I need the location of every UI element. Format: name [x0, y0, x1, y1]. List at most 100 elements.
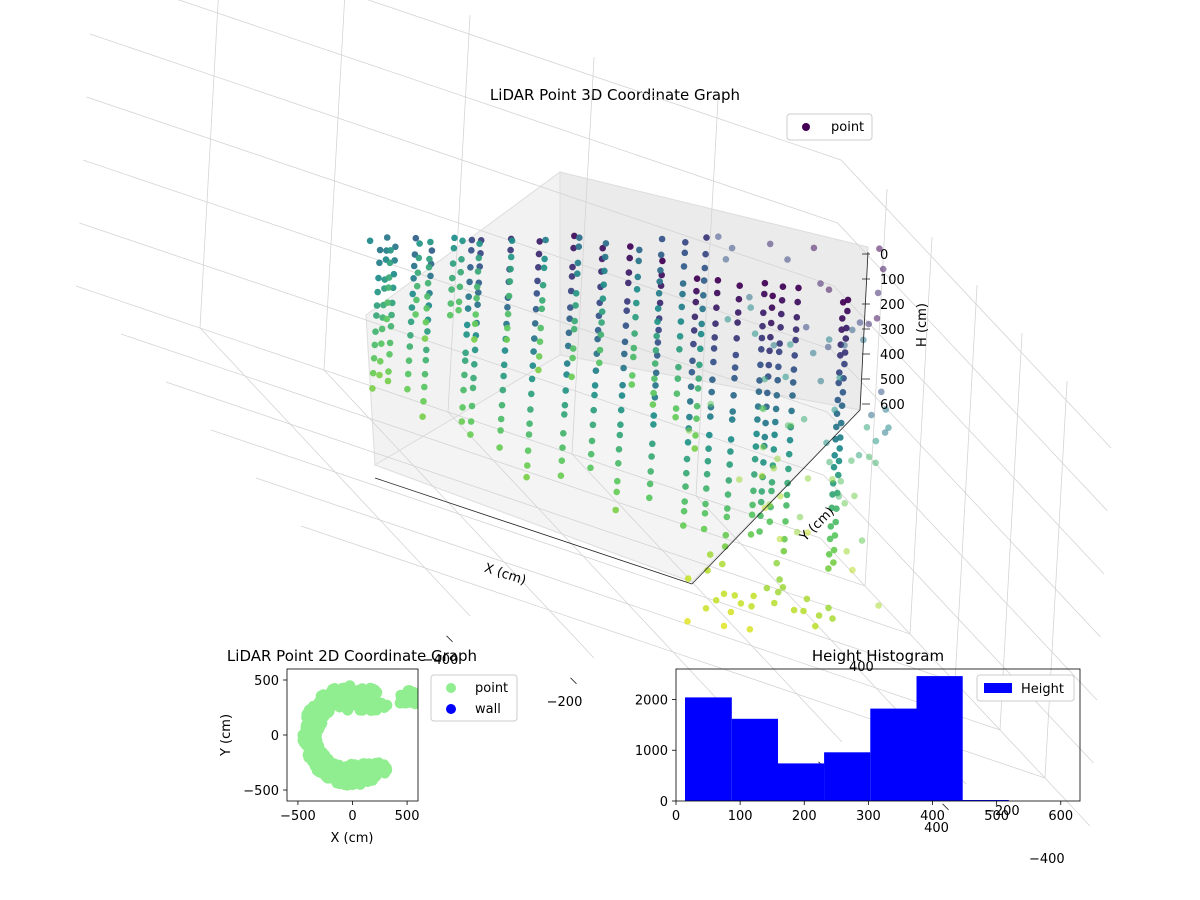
scatter-point-3d: [684, 618, 691, 625]
chart-histogram: Height Histogram 0 100 200 300 400 500 600 0 100…: [635, 647, 1081, 824]
scatter-point-3d: [868, 411, 875, 419]
scatter-point-3d: [843, 548, 850, 555]
scatter-point-3d: [764, 389, 771, 397]
scatter-point-3d: [614, 477, 621, 485]
histogram-bar: [962, 800, 1009, 801]
scatter-point-3d: [785, 450, 793, 458]
scatter-point-3d: [804, 529, 811, 536]
histogram-bars: [685, 676, 1009, 801]
scatter-point-3d: [774, 376, 781, 384]
scatter-point-3d: [779, 584, 787, 591]
scatter-point-3d: [461, 357, 469, 365]
scatter-point-3d: [760, 309, 767, 317]
scatter-point-3d: [414, 269, 422, 277]
scatter-point-3d: [524, 462, 531, 469]
z-tick-label-3d: 600: [880, 398, 905, 413]
scatter-point-3d: [841, 342, 848, 349]
scatter-point-3d: [790, 606, 798, 614]
scatter-point-3d: [388, 311, 395, 319]
scatter-point-3d: [766, 501, 773, 508]
x-tick-mark-3d: [942, 803, 949, 811]
scatter-point-3d: [568, 273, 576, 280]
scatter-point-3d: [795, 284, 802, 292]
scatter-point-3d: [598, 308, 606, 316]
scatter-point-3d: [404, 370, 412, 378]
scatter-point-3d: [458, 418, 466, 425]
grid-line-h: [79, 222, 1094, 764]
scatter-point-3d: [702, 605, 710, 612]
scatter-point-3d: [572, 302, 579, 309]
ticks-histogram: 0 100 200 300 400 500 600 0 1000 2000: [635, 693, 1073, 824]
scatter-point-3d: [526, 420, 533, 428]
scatter-point-3d: [471, 346, 479, 354]
chart-2d-title: LiDAR Point 2D Coordinate Graph: [227, 647, 477, 665]
scatter-point-3d: [750, 487, 757, 495]
scatter-point-3d: [817, 280, 824, 287]
scatter-point-3d: [831, 452, 838, 459]
scatter-point-3d: [591, 382, 599, 389]
scatter-point-3d: [680, 507, 688, 515]
scatter-point-3d: [383, 315, 391, 323]
x-tick-label-histogram: 0: [672, 809, 680, 824]
z-axis-label-3d: H (cm): [915, 303, 930, 347]
x-tick-label-3d: −400: [423, 653, 459, 668]
scatter-point-3d: [387, 247, 394, 254]
scatter-point-2d: [398, 696, 409, 708]
scatter-point-3d: [467, 431, 474, 438]
x-axis-label-2d: X (cm): [331, 831, 374, 846]
scatter-point-3d: [800, 415, 808, 423]
scatter-point-3d: [698, 320, 705, 328]
scatter-point-3d: [575, 243, 583, 250]
legend-histogram-swatch: [984, 683, 1012, 693]
scatter-point-3d: [559, 444, 566, 452]
scatter-point-3d: [386, 339, 394, 347]
z-tick-label-3d: 200: [880, 298, 905, 313]
scatter-point-3d: [386, 351, 393, 358]
scatter-point-3d: [658, 235, 666, 243]
y-axis-label-2d: Y (cm): [219, 714, 234, 757]
scatter-point-2d: [366, 695, 378, 706]
scatter-point-3d: [373, 312, 380, 319]
scatter-point-3d: [376, 371, 383, 379]
scatter-point-3d: [708, 388, 715, 396]
scatter-point-3d: [737, 600, 745, 607]
scatter-point-3d: [707, 413, 714, 420]
scatter-point-3d: [728, 244, 736, 252]
scatter-point-3d: [473, 283, 481, 291]
scatter-point-3d: [651, 375, 658, 383]
scatter-point-3d: [713, 289, 721, 297]
scatter-point-3d: [770, 446, 778, 453]
scatter-point-3d: [620, 364, 627, 372]
scatter-point-3d: [687, 383, 695, 391]
scatter-point-3d: [425, 263, 433, 271]
y-tick-label-histogram: 1000: [635, 744, 668, 759]
scatter-point-3d: [746, 293, 753, 301]
scatter-point-3d: [569, 354, 576, 362]
scatter-point-3d: [769, 292, 776, 300]
scatter-point-3d: [410, 275, 417, 282]
scatter-point-3d: [449, 274, 456, 282]
histogram-title: Height Histogram: [812, 647, 944, 665]
scatter-point-3d: [760, 405, 767, 413]
scatter-point-3d: [838, 402, 846, 410]
scatter-point-3d: [625, 269, 633, 276]
scatter-point-3d: [474, 268, 482, 275]
grid-line-h: [89, 33, 1105, 575]
scatter-point-3d: [757, 498, 765, 506]
scatter-point-3d: [562, 387, 569, 394]
scatter-point-3d: [754, 416, 761, 423]
scatter-point-2d: [381, 699, 393, 711]
scatter-point-2d: [334, 691, 346, 703]
scatter-point-3d: [767, 319, 775, 327]
scatter-point-3d: [470, 374, 477, 382]
scatter-point-3d: [599, 295, 607, 303]
scatter-point-3d: [475, 254, 483, 262]
scatter-point-3d: [650, 389, 657, 397]
scatter-point-3d: [646, 494, 653, 502]
scatter-point-3d: [700, 277, 708, 284]
chart-3d-title: LiDAR Point 3D Coordinate Graph: [490, 86, 740, 104]
scatter-point-3d: [634, 273, 642, 281]
scatter-point-3d: [789, 379, 797, 386]
scatter-point-3d: [756, 528, 763, 535]
scatter-point-3d: [412, 234, 420, 242]
